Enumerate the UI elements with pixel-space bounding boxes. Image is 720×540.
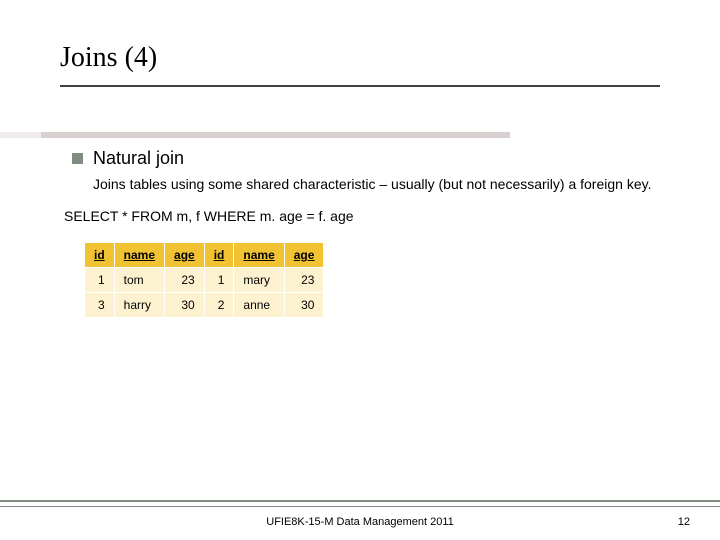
col-id-2: id [204,242,234,267]
cell: 23 [284,267,324,292]
cell: 30 [284,292,324,317]
bullet-square-icon [72,153,83,164]
bullet-item: Natural join [72,148,670,169]
table-header: id name age id name age [85,242,324,267]
bullet-description: Joins tables using some shared character… [93,175,670,194]
col-id-1: id [85,242,115,267]
title-underline [60,85,660,87]
col-name-2: name [234,242,284,267]
slide: Joins (4) Natural join Joins tables usin… [0,0,720,540]
result-table: id name age id name age 1 tom 23 1 mary [84,242,324,318]
col-age-1: age [165,242,205,267]
footer-text: UFIE8K-15-M Data Management 2011 [0,516,720,528]
sql-statement: SELECT * FROM m, f WHERE m. age = f. age [64,208,670,224]
cell: tom [114,267,164,292]
cell: anne [234,292,284,317]
footer-rule-thin [0,506,720,507]
cell: harry [114,292,164,317]
cell: 2 [204,292,234,317]
col-name-1: name [114,242,164,267]
col-age-2: age [284,242,324,267]
cell: 23 [165,267,205,292]
cell: 1 [204,267,234,292]
accent-bar [0,132,510,138]
table-row: 3 harry 30 2 anne 30 [85,292,324,317]
cell: 1 [85,267,115,292]
cell: 30 [165,292,205,317]
table-body: 1 tom 23 1 mary 23 3 harry 30 2 anne 30 [85,267,324,317]
slide-title: Joins (4) [60,42,157,74]
content-area: Natural join Joins tables using some sha… [72,148,670,318]
footer-rule-thick [0,500,720,502]
table-row: 1 tom 23 1 mary 23 [85,267,324,292]
bullet-label: Natural join [93,148,184,169]
cell: 3 [85,292,115,317]
page-number: 12 [678,516,690,528]
cell: mary [234,267,284,292]
result-table-wrap: id name age id name age 1 tom 23 1 mary [84,242,670,318]
